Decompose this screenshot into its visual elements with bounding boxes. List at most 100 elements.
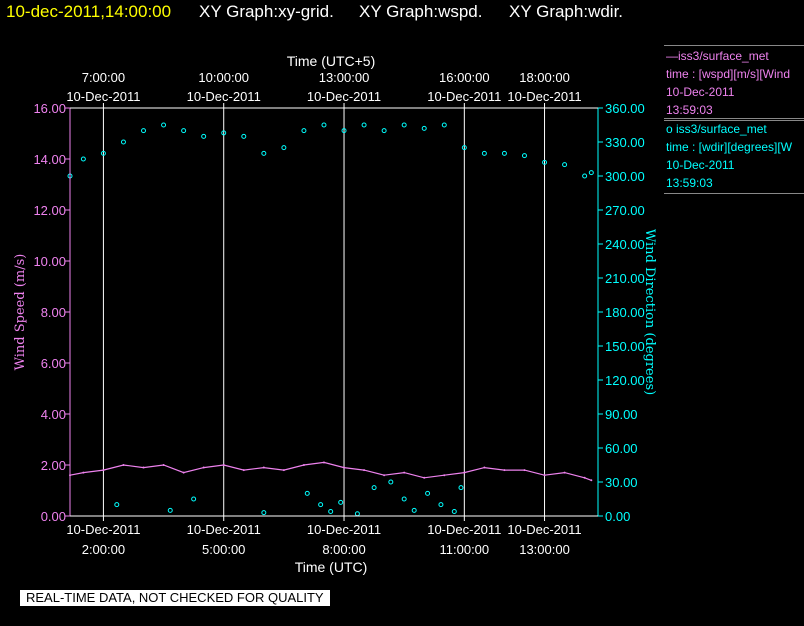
wdir-point <box>304 490 310 496</box>
wdir-point <box>328 508 334 514</box>
wdir-point <box>451 508 457 514</box>
wdir-point <box>461 145 467 151</box>
legend-time: 13:59:03 <box>666 103 713 117</box>
wspd-point <box>122 464 125 466</box>
wdir-point <box>421 125 427 131</box>
wdir-point <box>381 128 387 134</box>
wspd-point <box>262 466 265 469</box>
quality-disclaimer: REAL-TIME DATA, NOT CHECKED FOR QUALITY <box>20 590 330 606</box>
wdir-point <box>80 156 86 162</box>
wspd-point <box>82 471 85 474</box>
wdir-point <box>411 507 417 513</box>
graph-title-xy-grid: XY Graph:xy-grid. <box>199 2 334 21</box>
y-tick-label: 0.00 <box>41 509 66 524</box>
x-tick-date-label: 10-Dec-2011 <box>507 522 581 537</box>
graph-title-wdir: XY Graph:wdir. <box>509 2 624 21</box>
x-tick-time-label: 13:00:00 <box>519 542 570 557</box>
wdir-point <box>588 170 594 176</box>
y-tick-label: 10.00 <box>33 254 66 269</box>
y2-tick-label: 330.00 <box>605 135 645 150</box>
wdir-point <box>338 499 344 505</box>
wspd-point <box>483 466 486 469</box>
x-axis-label: Time (UTC) <box>295 559 368 575</box>
wdir-point <box>261 150 267 156</box>
x2-tick-time-label: 10:00:00 <box>198 70 249 85</box>
wspd-point <box>142 466 145 469</box>
wspd-point <box>523 469 526 472</box>
wspd-point <box>182 471 185 474</box>
legend-date: 10-Dec-2011 <box>666 158 735 172</box>
wspd-point <box>590 479 593 482</box>
wdir-point <box>425 490 431 496</box>
wspd-point <box>343 466 346 469</box>
wspd-point <box>443 474 446 477</box>
wspd-point <box>403 471 406 474</box>
wspd-point <box>563 471 566 474</box>
wspd-point <box>423 476 426 479</box>
wdir-point <box>114 502 120 508</box>
y2-tick-label: 60.00 <box>605 441 638 456</box>
wdir-point <box>438 502 444 508</box>
wdir-point <box>458 485 464 491</box>
legend-field: time : [wspd][m/s][Wind <box>666 67 791 81</box>
x-tick-time-label: 11:00:00 <box>440 542 490 557</box>
top-x-axis-label: Time (UTC+5) <box>287 53 376 69</box>
y-tick-label: 2.00 <box>41 458 66 473</box>
axes <box>65 103 603 521</box>
wspd-point <box>282 469 285 472</box>
wdir-point <box>354 511 360 517</box>
x-tick-date-label: 10-Dec-2011 <box>187 522 261 537</box>
x-tick-time-label: 5:00:00 <box>202 542 245 557</box>
y2-tick-label: 30.00 <box>605 475 638 490</box>
x2-tick-date-label: 10-Dec-2011 <box>66 89 140 104</box>
y2-tick-label: 0.00 <box>605 509 630 524</box>
y2-tick-label: 120.00 <box>605 373 645 388</box>
header-timestamp: 10-dec-2011,14:00:00 <box>6 2 172 21</box>
wdir-point <box>401 122 407 128</box>
wspd-point <box>162 464 165 466</box>
wspd-point <box>383 474 386 477</box>
x2-tick-date-label: 10-Dec-2011 <box>427 89 501 104</box>
wdir-point <box>441 122 447 128</box>
wspd-point <box>322 461 325 464</box>
graph-title-wspd: XY Graph:wspd. <box>359 2 483 21</box>
wspd-point <box>363 469 366 472</box>
wspd-point <box>222 464 225 466</box>
x-tick-time-label: 8:00:00 <box>322 542 365 557</box>
y2-tick-label: 150.00 <box>605 339 645 354</box>
y-tick-label: 8.00 <box>41 305 66 320</box>
wdir-point <box>318 502 324 508</box>
wdir-point <box>120 139 126 145</box>
wspd-point <box>543 474 546 477</box>
wdir-point <box>181 128 187 134</box>
wdir-point <box>301 128 307 134</box>
legend-series-name: o iss3/surface_met <box>666 122 767 136</box>
x2-tick-time-label: 18:00:00 <box>519 70 570 85</box>
y-tick-label: 12.00 <box>33 203 66 218</box>
wspd-point <box>503 469 506 472</box>
y2-tick-label: 240.00 <box>605 237 645 252</box>
tick-labels: 0.00 2.00 4.00 6.00 8.00 10.00 12.00 14.00 16.00… <box>33 70 644 557</box>
wdir-point <box>167 507 173 513</box>
wdir-point <box>542 159 548 165</box>
wspd-point <box>242 469 245 472</box>
legend-wspd: —iss3/surface_met time : [wspd][m/s][Win… <box>664 45 804 121</box>
x-tick-date-label: 10-Dec-2011 <box>66 522 140 537</box>
legend-field: time : [wdir][degrees][W <box>666 140 793 154</box>
wdir-point <box>261 510 267 516</box>
x-tick-date-label: 10-Dec-2011 <box>427 522 501 537</box>
x2-tick-date-label: 10-Dec-2011 <box>307 89 381 104</box>
y-tick-label: 4.00 <box>41 407 66 422</box>
x2-tick-date-label: 10-Dec-2011 <box>187 89 261 104</box>
wdir-point <box>321 122 327 128</box>
wspd-point <box>583 476 586 479</box>
legend-series-name: —iss3/surface_met <box>666 49 769 63</box>
wdir-point <box>161 122 167 128</box>
y2-tick-label: 360.00 <box>605 101 645 116</box>
grid-lines <box>102 108 546 516</box>
wspd-line <box>69 461 592 481</box>
legend-wdir: o iss3/surface_met time : [wdir][degrees… <box>664 118 804 194</box>
y-tick-label: 16.00 <box>33 101 66 116</box>
wdir-point <box>562 162 568 168</box>
